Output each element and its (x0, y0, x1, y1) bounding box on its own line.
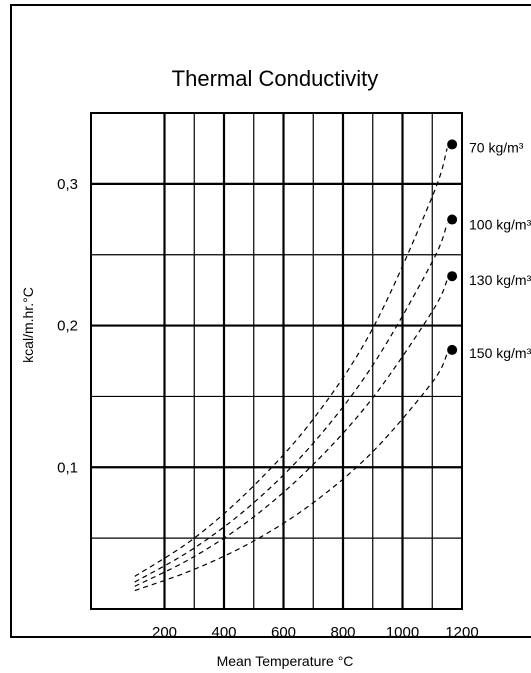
x-tick-label: 800 (330, 624, 355, 641)
series-label: 70 kg/m³ (469, 139, 524, 155)
x-tick-label: 1000 (386, 624, 419, 641)
series-curve (134, 353, 448, 592)
series-curve (134, 279, 448, 587)
x-axis-title: Mean Temperature °C (217, 653, 354, 669)
series-end-marker (447, 344, 458, 355)
x-tick-label: 400 (211, 624, 236, 641)
y-axis-title: kcal/m.hr.°C (20, 287, 36, 363)
series-labels: 70 kg/m³ 100 kg/m³ 130 kg/m³ 150 kg/m³ (469, 139, 531, 360)
x-tick-label: 600 (271, 624, 296, 641)
series-curve (134, 148, 448, 577)
chart-title: Thermal Conductivity (172, 66, 379, 91)
series-label: 100 kg/m³ (469, 217, 531, 233)
series-curves (134, 148, 448, 592)
x-tick-label: 1200 (445, 624, 478, 641)
y-tick-label: 0,2 (57, 318, 78, 335)
series-end-marker (447, 271, 458, 282)
plot-area (90, 112, 463, 610)
series-end-marker (447, 214, 458, 225)
series-end-marker (447, 139, 458, 150)
y-tick-label: 0,1 (57, 459, 78, 476)
series-curve (134, 223, 448, 583)
series-label: 130 kg/m³ (469, 272, 531, 288)
y-tick-label: 0,3 (57, 176, 78, 193)
figure-frame (10, 4, 531, 638)
x-tick-label: 200 (152, 624, 177, 641)
tick-labels: 200 400 600 800 1000 1200 0,1 0,2 0,3 (57, 176, 479, 641)
series-label: 150 kg/m³ (469, 345, 531, 361)
series-markers (447, 139, 458, 355)
grid (91, 113, 462, 609)
